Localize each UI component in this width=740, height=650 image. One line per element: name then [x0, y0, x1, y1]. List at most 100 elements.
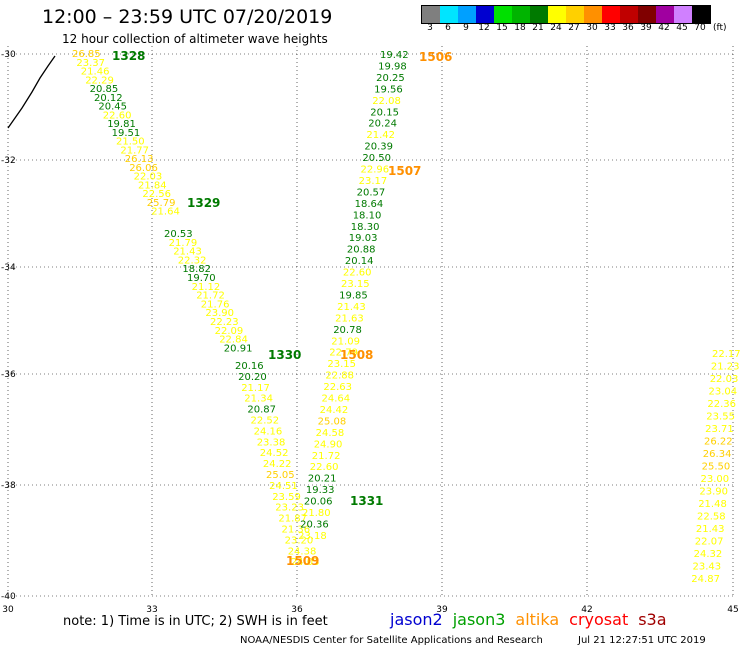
orbit-number-label: 1508 [340, 348, 373, 362]
wave-height-value: 24.32 [694, 549, 723, 560]
color-swatch-33 [602, 6, 620, 23]
wave-height-value: 20.53 [164, 229, 193, 240]
coastline-path [7, 55, 56, 129]
wave-height-value: 23.18 [298, 531, 327, 542]
lat-tick-label: -32 [1, 156, 16, 166]
wave-height-value: 21.50 [116, 137, 145, 148]
color-scale-unit: (ft) [713, 23, 727, 33]
wave-height-value: 22.60 [343, 268, 372, 279]
wave-height-value: 21.36 [282, 525, 311, 536]
wave-height-value: 22.03 [710, 374, 739, 385]
color-scale-label: 9 [463, 23, 469, 33]
page-subtitle: 12 hour collection of altimeter wave hei… [62, 32, 328, 46]
wave-height-value: 23.17 [359, 176, 388, 187]
wave-height-value: 24.22 [263, 459, 292, 470]
wave-height-value: 20.16 [235, 361, 264, 372]
wave-height-value: 20.39 [364, 142, 393, 153]
wave-height-value: 21.72 [312, 451, 341, 462]
color-scale-label: 27 [568, 23, 580, 33]
wave-height-value: 18.10 [353, 210, 382, 221]
wave-height-value: 22.58 [697, 512, 726, 523]
wave-height-value: 19.03 [349, 233, 378, 244]
wave-height-value: 20.50 [362, 153, 391, 164]
wave-height-value: 21.34 [244, 394, 273, 405]
color-scale-label: 24 [550, 23, 562, 33]
satellite-legend-altika: altika [515, 610, 560, 629]
footer-timestamp: Jul 21 12:27:51 UTC 2019 [578, 635, 706, 646]
wave-height-value: 21.43 [696, 524, 725, 535]
altimeter-tracks: 26.8523.3721.4622.2920.8520.1220.4522.60… [72, 49, 740, 585]
orbit-number-label: 1507 [388, 164, 421, 178]
wave-height-value: 22.96 [361, 165, 390, 176]
wave-height-value: 25.05 [266, 470, 295, 481]
wave-height-value: 20.78 [333, 325, 362, 336]
color-scale-label: 39 [640, 23, 652, 33]
color-swatch-36 [620, 6, 638, 23]
wave-height-value: 22.23 [210, 317, 239, 328]
wave-height-value: 25.50 [702, 462, 731, 473]
color-scale-label: 3 [427, 23, 433, 33]
lat-tick-label: -36 [1, 370, 16, 380]
wave-height-value: 24.38 [288, 546, 317, 557]
wave-height-value: 22.09 [215, 326, 244, 337]
wave-height-value: 21.48 [698, 499, 727, 510]
altimeter-track: 20.5321.7921.4322.3218.8219.7021.1221.72… [164, 196, 252, 354]
lat-tick-label: -34 [1, 263, 16, 273]
wave-height-value: 24.03 [291, 557, 320, 568]
wave-height-value: 22.79 [329, 348, 358, 359]
wave-height-value: 21.17 [241, 383, 270, 394]
satellite-legend-cryosat: cryosat [569, 610, 629, 629]
wave-height-value: 23.38 [257, 437, 286, 448]
wave-height-value: 18.30 [351, 222, 380, 233]
wave-height-value: 20.36 [300, 520, 329, 531]
color-swatch-18 [512, 6, 530, 23]
wave-height-value: 22.29 [85, 75, 114, 86]
wave-height-value: 25.08 [318, 416, 347, 427]
wave-height-value: 24.64 [322, 394, 351, 405]
color-swatch-6 [440, 6, 458, 23]
wave-height-value: 18.82 [182, 264, 211, 275]
satellite-legend-jason3: jason3 [452, 610, 506, 629]
wave-height-value: 22.32 [178, 255, 207, 266]
footer-note: note: 1) Time is in UTC; 2) SWH is in fe… [63, 614, 328, 629]
wave-height-value: 24.90 [314, 439, 343, 450]
wave-height-value: 19.42 [380, 50, 409, 61]
color-swatch-30 [584, 6, 602, 23]
wave-height-value: 23.43 [693, 562, 722, 573]
color-scale-label: 21 [532, 23, 544, 33]
satellite-legend: jason2 jason3 altika cryosat s3a [390, 610, 677, 629]
color-scale-label: 12 [478, 23, 490, 33]
wave-height-value: 23.55 [706, 412, 735, 423]
wave-height-value: 20.85 [90, 84, 119, 95]
wave-height-value: 22.60 [310, 462, 339, 473]
color-scale-label: 70 [694, 23, 706, 33]
wave-height-value: 21.42 [366, 130, 395, 141]
color-swatch-3 [422, 6, 440, 23]
wave-height-value: 19.85 [339, 290, 368, 301]
wave-height-value: 22.88 [325, 371, 354, 382]
wave-height-value: 20.20 [238, 372, 267, 383]
wave-height-value: 22.07 [695, 537, 724, 548]
lon-tick-label: 36 [291, 605, 303, 615]
color-swatch-39 [638, 6, 656, 23]
wave-height-value: 22.63 [323, 382, 352, 393]
wave-height-value: 19.70 [187, 273, 216, 284]
wave-height-value: 23.90 [699, 487, 728, 498]
wave-height-value: 22.56 [142, 189, 171, 200]
wave-height-value: 24.58 [316, 428, 345, 439]
wave-height-value: 22.08 [372, 96, 401, 107]
axis-ticks: 30 33 36 39 42 45 -30 -32 -34 -36 -38 -40 [1, 50, 739, 615]
wave-height-value: 24.51 [269, 481, 298, 492]
lat-tick-label: -30 [1, 50, 16, 60]
wave-height-value: 20.91 [224, 343, 253, 354]
color-scale-label: 36 [622, 23, 634, 33]
wave-height-value: 20.57 [357, 187, 386, 198]
wave-height-value: 19.98 [378, 62, 407, 73]
wave-height-value: 20.14 [345, 256, 374, 267]
wave-height-value: 23.04 [709, 387, 738, 398]
wave-height-value: 21.63 [335, 313, 364, 324]
color-swatch-70 [692, 6, 710, 23]
wave-height-value: 21.84 [138, 180, 167, 191]
color-scale-label: 15 [496, 23, 508, 33]
